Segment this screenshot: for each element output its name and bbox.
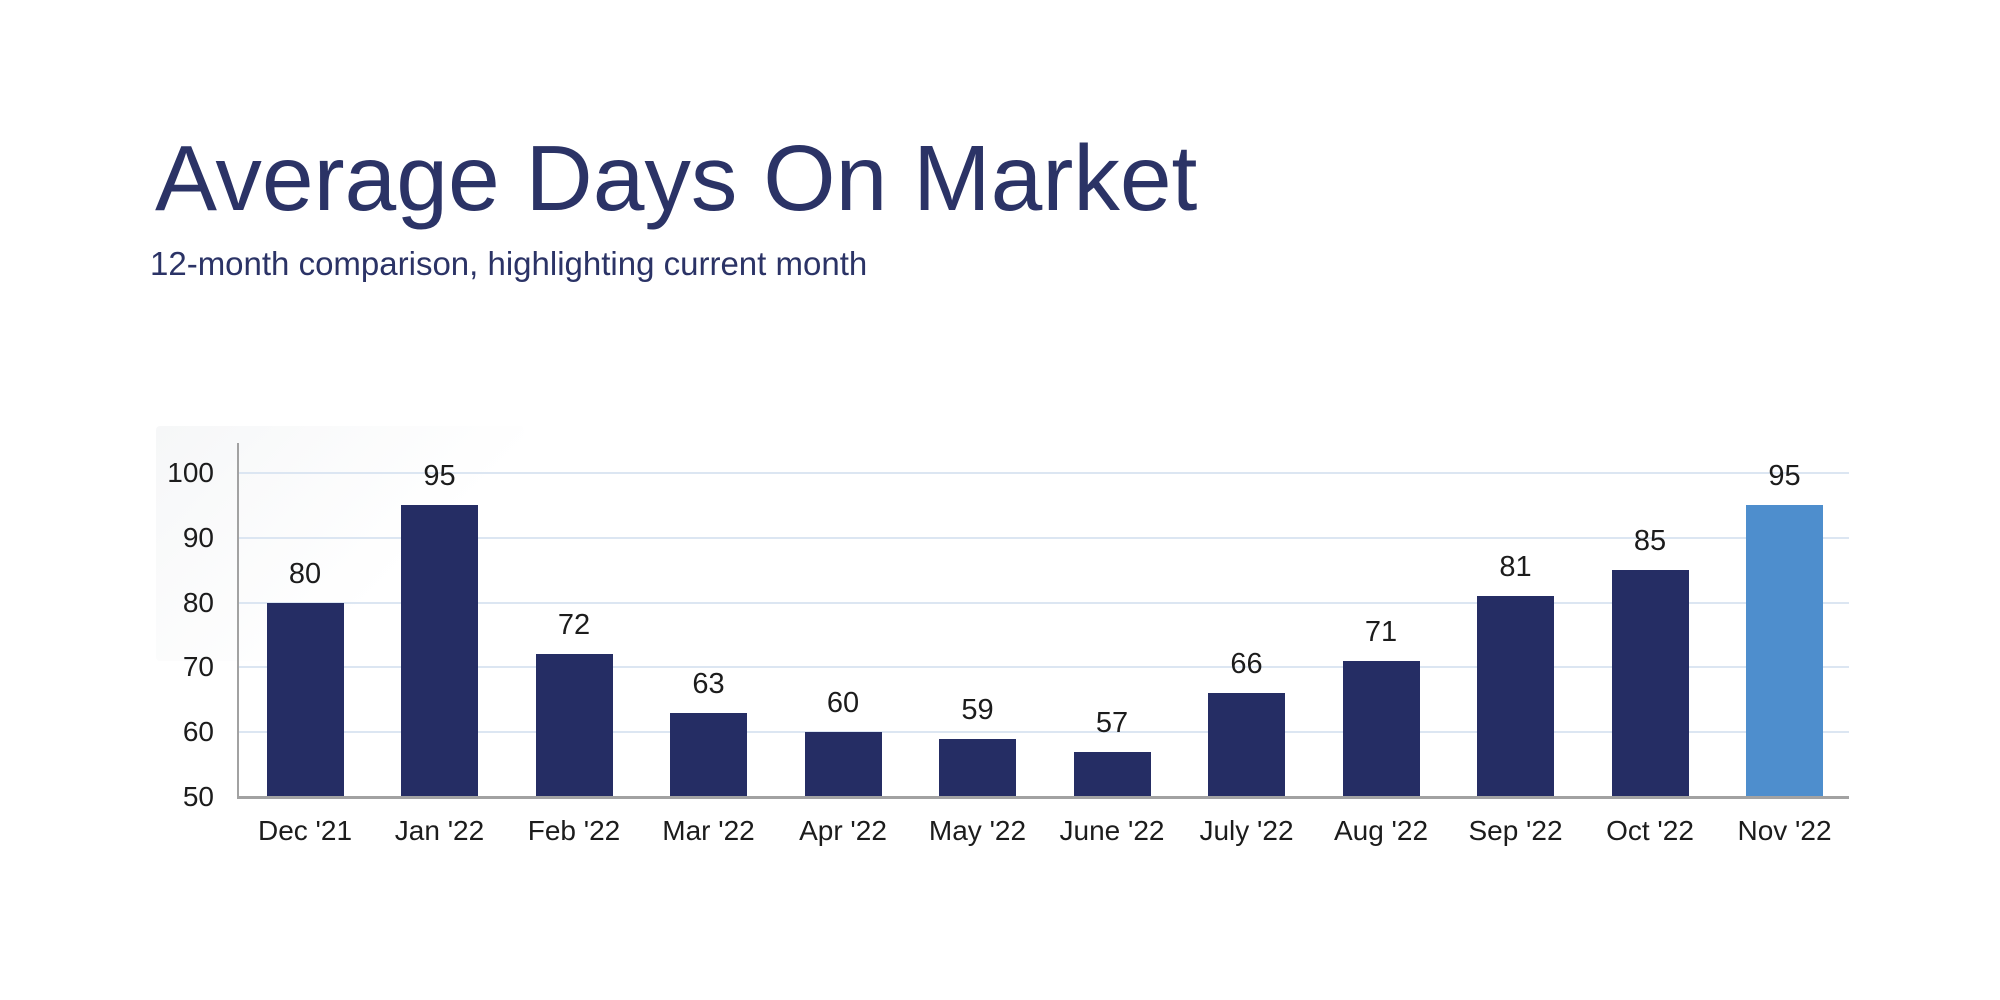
bar-feb-22 [535,654,613,797]
x-tick-label: Jan '22 [394,815,485,846]
x-tick-label: May '22 [928,815,1027,846]
gridline-100 [239,472,1849,474]
bar-apr-22 [804,732,882,797]
bar-dec-21 [266,602,344,797]
x-tick-label: Aug '22 [1333,815,1429,846]
y-tick-label: 50 [182,781,214,812]
bar-value-label: 81 [1499,551,1532,584]
bar-jan-22 [401,505,478,797]
x-tick-label: June '22 [1059,815,1165,846]
bar-value-label: 95 [423,460,456,493]
x-tick-label: Mar '22 [662,815,755,846]
bar-value-label: 95 [1768,460,1801,493]
x-tick-label: Feb '22 [527,815,621,846]
page-subtitle: 12-month comparison, highlighting curren… [150,245,868,282]
x-tick-label: Oct '22 [1606,815,1694,846]
x-tick-label: Dec '21 [257,815,353,846]
bar-value-label: 72 [557,609,591,642]
y-tick-label: 60 [182,716,214,748]
bar-sep-22 [1477,596,1554,797]
bar-nov-22 [1746,505,1823,797]
gridline-90 [239,536,1849,539]
x-tick-label: Sep '22 [1468,815,1563,846]
gridline-80 [239,601,1849,604]
bar-mar-22 [670,712,747,797]
x-tick-label: Apr '22 [799,815,887,846]
bar-value-label: 59 [961,693,994,726]
y-tick-label: 80 [182,586,214,618]
bar-june-22 [1073,751,1151,797]
bar-value-label: 63 [692,667,725,700]
page-title: Average Days On Market [155,126,1198,230]
y-axis [237,443,239,799]
bar-value-label: 85 [1633,525,1667,558]
x-axis [237,796,1849,799]
y-tick-label: 100 [167,457,214,488]
y-tick-label: 70 [182,651,214,683]
bar-july-22 [1208,693,1285,797]
x-tick-label: July '22 [1199,815,1294,846]
gridline-70 [239,666,1849,669]
bar-value-label: 60 [826,687,860,720]
bar-value-label: 71 [1364,615,1398,648]
y-tick-label: 90 [182,521,214,553]
bar-value-label: 57 [1095,706,1129,739]
gridline-60 [239,731,1849,734]
bar-aug-22 [1342,660,1420,797]
bar-value-label: 66 [1230,648,1263,681]
bar-value-label: 80 [288,557,322,590]
x-tick-label: Nov '22 [1737,815,1832,846]
bar-oct-22 [1611,570,1689,797]
bar-may-22 [939,738,1016,797]
